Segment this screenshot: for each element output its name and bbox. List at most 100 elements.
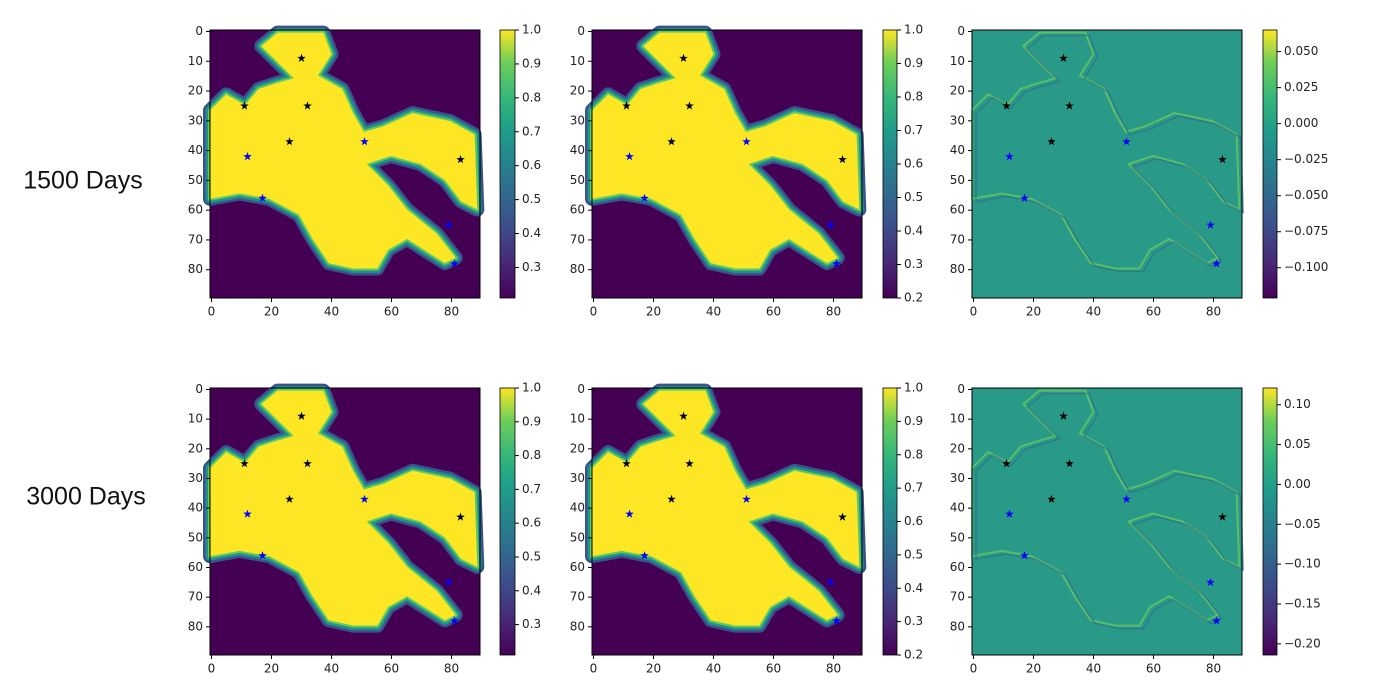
x-tick-label: 60 bbox=[766, 305, 781, 319]
y-tick-label: 30 bbox=[570, 113, 585, 127]
star-marker bbox=[450, 259, 459, 268]
x-tick-label: 40 bbox=[706, 305, 721, 319]
colorbar-tick-label: −0.075 bbox=[1284, 224, 1328, 238]
y-tick-label: 10 bbox=[188, 54, 203, 68]
star-marker bbox=[243, 152, 252, 161]
colorbar-tick-label: 0.4 bbox=[904, 224, 923, 238]
star-marker bbox=[1206, 577, 1215, 586]
colorbar-tick-label: 1.0 bbox=[522, 23, 541, 37]
colorbar-tick-label: 0.5 bbox=[522, 549, 541, 563]
star-marker bbox=[742, 137, 751, 146]
colorbar-tick-label: 0.2 bbox=[904, 648, 923, 662]
star-marker bbox=[1212, 616, 1221, 625]
x-tick-label: 0 bbox=[590, 305, 598, 319]
colorbar-tick-label: 0.000 bbox=[1284, 116, 1318, 130]
star-marker bbox=[450, 616, 459, 625]
y-tick-label: 80 bbox=[950, 262, 965, 276]
star-marker bbox=[1065, 459, 1074, 468]
x-tick-label: 60 bbox=[384, 305, 399, 319]
y-tick-label: 80 bbox=[570, 262, 585, 276]
colorbar-tick-label: 0.7 bbox=[904, 481, 923, 495]
y-tick-label: 80 bbox=[950, 619, 965, 633]
y-tick-label: 20 bbox=[950, 441, 965, 455]
star-marker bbox=[826, 577, 835, 586]
x-tick-label: 20 bbox=[264, 662, 279, 676]
star-marker bbox=[1122, 137, 1131, 146]
x-tick-label: 40 bbox=[1086, 305, 1101, 319]
colorbar-tick-label: 0.3 bbox=[522, 260, 541, 274]
colorbar-tick-label: 0.10 bbox=[1284, 397, 1311, 411]
x-tick-label: 20 bbox=[646, 662, 661, 676]
star-marker bbox=[640, 551, 649, 560]
colorbar-tick-label: 0.025 bbox=[1284, 80, 1318, 94]
colorbar-tick-label: 0.050 bbox=[1284, 44, 1318, 58]
colorbar bbox=[1262, 29, 1278, 299]
heatmap-background bbox=[972, 30, 1242, 298]
colorbar-tick-label: 0.6 bbox=[522, 516, 541, 530]
y-tick-label: 70 bbox=[570, 590, 585, 604]
x-tick-label: 60 bbox=[384, 662, 399, 676]
x-tick-label: 80 bbox=[1206, 662, 1221, 676]
colorbar-tick-label: 0.7 bbox=[904, 123, 923, 137]
y-tick-label: 0 bbox=[195, 382, 203, 396]
colorbar-tick-label: 0.4 bbox=[522, 226, 541, 240]
y-tick-label: 60 bbox=[188, 203, 203, 217]
star-marker bbox=[360, 494, 369, 503]
y-tick-label: 70 bbox=[188, 590, 203, 604]
star-marker bbox=[742, 494, 751, 503]
heatmap-streaks bbox=[975, 34, 1245, 273]
row-label: 1500 Days bbox=[23, 167, 143, 195]
x-tick-label: 80 bbox=[826, 662, 841, 676]
y-tick-label: 20 bbox=[570, 84, 585, 98]
plot-frame bbox=[209, 29, 481, 299]
y-tick-label: 20 bbox=[570, 441, 585, 455]
x-tick-label: 80 bbox=[444, 305, 459, 319]
y-tick-label: 40 bbox=[188, 143, 203, 157]
star-marker bbox=[444, 220, 453, 229]
y-tick-label: 60 bbox=[188, 560, 203, 574]
star-marker bbox=[1122, 494, 1131, 503]
star-marker bbox=[1065, 101, 1074, 110]
colorbar-tick-label: 0.6 bbox=[904, 514, 923, 528]
colorbar-tick-label: −0.05 bbox=[1284, 517, 1321, 531]
colorbar-tick-label: 0.2 bbox=[904, 291, 923, 305]
y-tick-label: 70 bbox=[950, 590, 965, 604]
star-marker bbox=[258, 193, 267, 202]
star-marker bbox=[1218, 512, 1227, 521]
x-tick-label: 40 bbox=[1086, 662, 1101, 676]
y-tick-label: 0 bbox=[577, 382, 585, 396]
heatmap-region bbox=[592, 32, 860, 269]
y-tick-label: 70 bbox=[188, 232, 203, 246]
colorbar-tick-label: −0.15 bbox=[1284, 596, 1321, 610]
plot-frame bbox=[591, 29, 863, 299]
heatmap-background bbox=[972, 388, 1242, 655]
y-tick-label: 20 bbox=[188, 84, 203, 98]
star-marker bbox=[1059, 411, 1068, 420]
y-tick-label: 20 bbox=[188, 441, 203, 455]
colorbar-tick-label: 0.4 bbox=[522, 583, 541, 597]
colorbar bbox=[882, 387, 898, 656]
star-marker bbox=[1002, 101, 1011, 110]
star-marker bbox=[1020, 551, 1029, 560]
y-tick-label: 50 bbox=[188, 173, 203, 187]
x-tick-label: 60 bbox=[1146, 305, 1161, 319]
colorbar-tick-label: 0.3 bbox=[904, 614, 923, 628]
colorbar-tick-label: 0.5 bbox=[522, 192, 541, 206]
x-tick-label: 40 bbox=[324, 662, 339, 676]
colorbar-tick-label: −0.025 bbox=[1284, 152, 1328, 166]
y-tick-label: 60 bbox=[950, 203, 965, 217]
y-tick-label: 10 bbox=[950, 54, 965, 68]
star-marker bbox=[625, 152, 634, 161]
colorbar-tick-label: 0.9 bbox=[904, 414, 923, 428]
y-tick-label: 0 bbox=[195, 24, 203, 38]
star-marker bbox=[444, 577, 453, 586]
colorbar-tick-label: 0.7 bbox=[522, 482, 541, 496]
x-tick-label: 60 bbox=[766, 662, 781, 676]
star-marker bbox=[667, 494, 676, 503]
star-marker bbox=[622, 101, 631, 110]
star-marker bbox=[1047, 494, 1056, 503]
y-tick-label: 0 bbox=[957, 382, 965, 396]
y-tick-label: 30 bbox=[950, 471, 965, 485]
x-tick-label: 0 bbox=[970, 305, 978, 319]
